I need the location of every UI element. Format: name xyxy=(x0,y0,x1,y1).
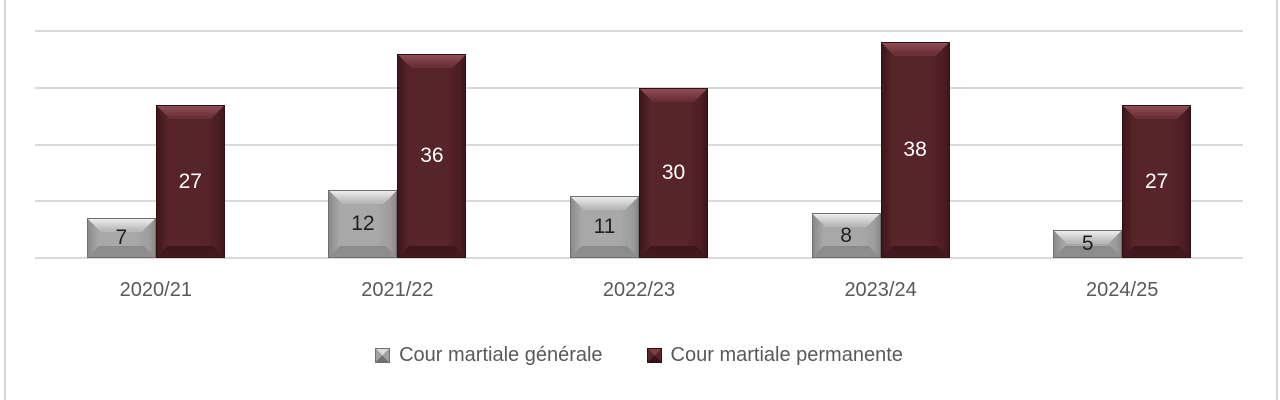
x-axis-label: 2020/21 xyxy=(119,279,192,301)
bar-value-label: 27 xyxy=(1145,169,1169,193)
bar-top-bevel xyxy=(1123,106,1190,119)
bar-top-bevel xyxy=(398,55,465,68)
legend-item-cour-martiale-generale: Cour martiale générale xyxy=(375,344,603,367)
x-axis-label: 2022/23 xyxy=(602,279,676,301)
bar-value-label: 36 xyxy=(420,144,444,167)
bar-bottom-bevel xyxy=(398,246,465,257)
bar-top-bevel xyxy=(88,219,155,232)
bar-series1-2021-22: 36 xyxy=(397,54,467,258)
bar-value-label: 30 xyxy=(661,161,686,184)
bar-series0-2023-24: 8 xyxy=(811,213,881,258)
bar-value-label: 5 xyxy=(1081,232,1094,255)
bar-top-bevel xyxy=(329,191,396,204)
bar-value-label: 38 xyxy=(903,138,927,161)
bar-bottom-bevel xyxy=(1054,246,1121,257)
bar-series1-2020-21: 27 xyxy=(155,105,225,258)
bar-top-bevel xyxy=(571,197,638,210)
x-axis-line xyxy=(35,257,1243,259)
legend-swatch-grey-icon xyxy=(375,348,391,363)
gridline xyxy=(35,30,1243,32)
bar-series0-2020-21: 7 xyxy=(86,218,156,258)
plot-area: 7 12 11 8 5 27 36 30 38 27 xyxy=(35,30,1243,259)
bar-bottom-bevel xyxy=(88,246,155,257)
legend-swatch-maroon-icon xyxy=(646,348,662,363)
bar-series0-2021-22: 12 xyxy=(328,190,398,258)
bar-series1-2024-25: 27 xyxy=(1122,105,1192,258)
frame-right-border xyxy=(1276,0,1278,400)
bar-value-label: 27 xyxy=(178,169,202,193)
bar-top-bevel xyxy=(813,214,880,227)
bar-top-bevel xyxy=(1054,231,1121,244)
bar-top-bevel xyxy=(157,106,224,119)
legend-label: Cour martiale générale xyxy=(399,344,603,366)
bar-bottom-bevel xyxy=(1123,246,1190,257)
bar-top-bevel xyxy=(640,89,707,102)
frame-left-border xyxy=(4,0,6,400)
bar-bottom-bevel xyxy=(882,246,949,257)
bar-bottom-bevel xyxy=(157,246,224,257)
bar-bottom-bevel xyxy=(640,246,707,257)
bar-value-label: 7 xyxy=(115,226,128,249)
x-axis-label: 2021/22 xyxy=(361,279,434,301)
legend-item-cour-martiale-permanente: Cour martiale permanente xyxy=(646,344,903,367)
bar-value-label: 11 xyxy=(593,215,616,238)
bar-value-label: 8 xyxy=(840,223,852,247)
gridline xyxy=(35,86,1243,89)
bar-series0-2024-25: 5 xyxy=(1053,230,1123,258)
bar-series1-2023-24: 38 xyxy=(880,42,950,258)
legend-label: Cour martiale permanente xyxy=(670,344,903,366)
bar-top-bevel xyxy=(882,43,949,56)
bar-bottom-bevel xyxy=(571,246,638,257)
x-axis-label: 2024/25 xyxy=(1086,279,1159,301)
bar-value-label: 12 xyxy=(351,212,375,235)
bar-bottom-bevel xyxy=(329,246,396,257)
legend: Cour martiale générale Cour martiale per… xyxy=(35,344,1243,367)
bar-series1-2022-23: 30 xyxy=(639,88,708,258)
bar-bottom-bevel xyxy=(813,246,880,257)
bar-series0-2022-23: 11 xyxy=(570,196,639,258)
x-axis-label: 2023/24 xyxy=(844,279,917,301)
